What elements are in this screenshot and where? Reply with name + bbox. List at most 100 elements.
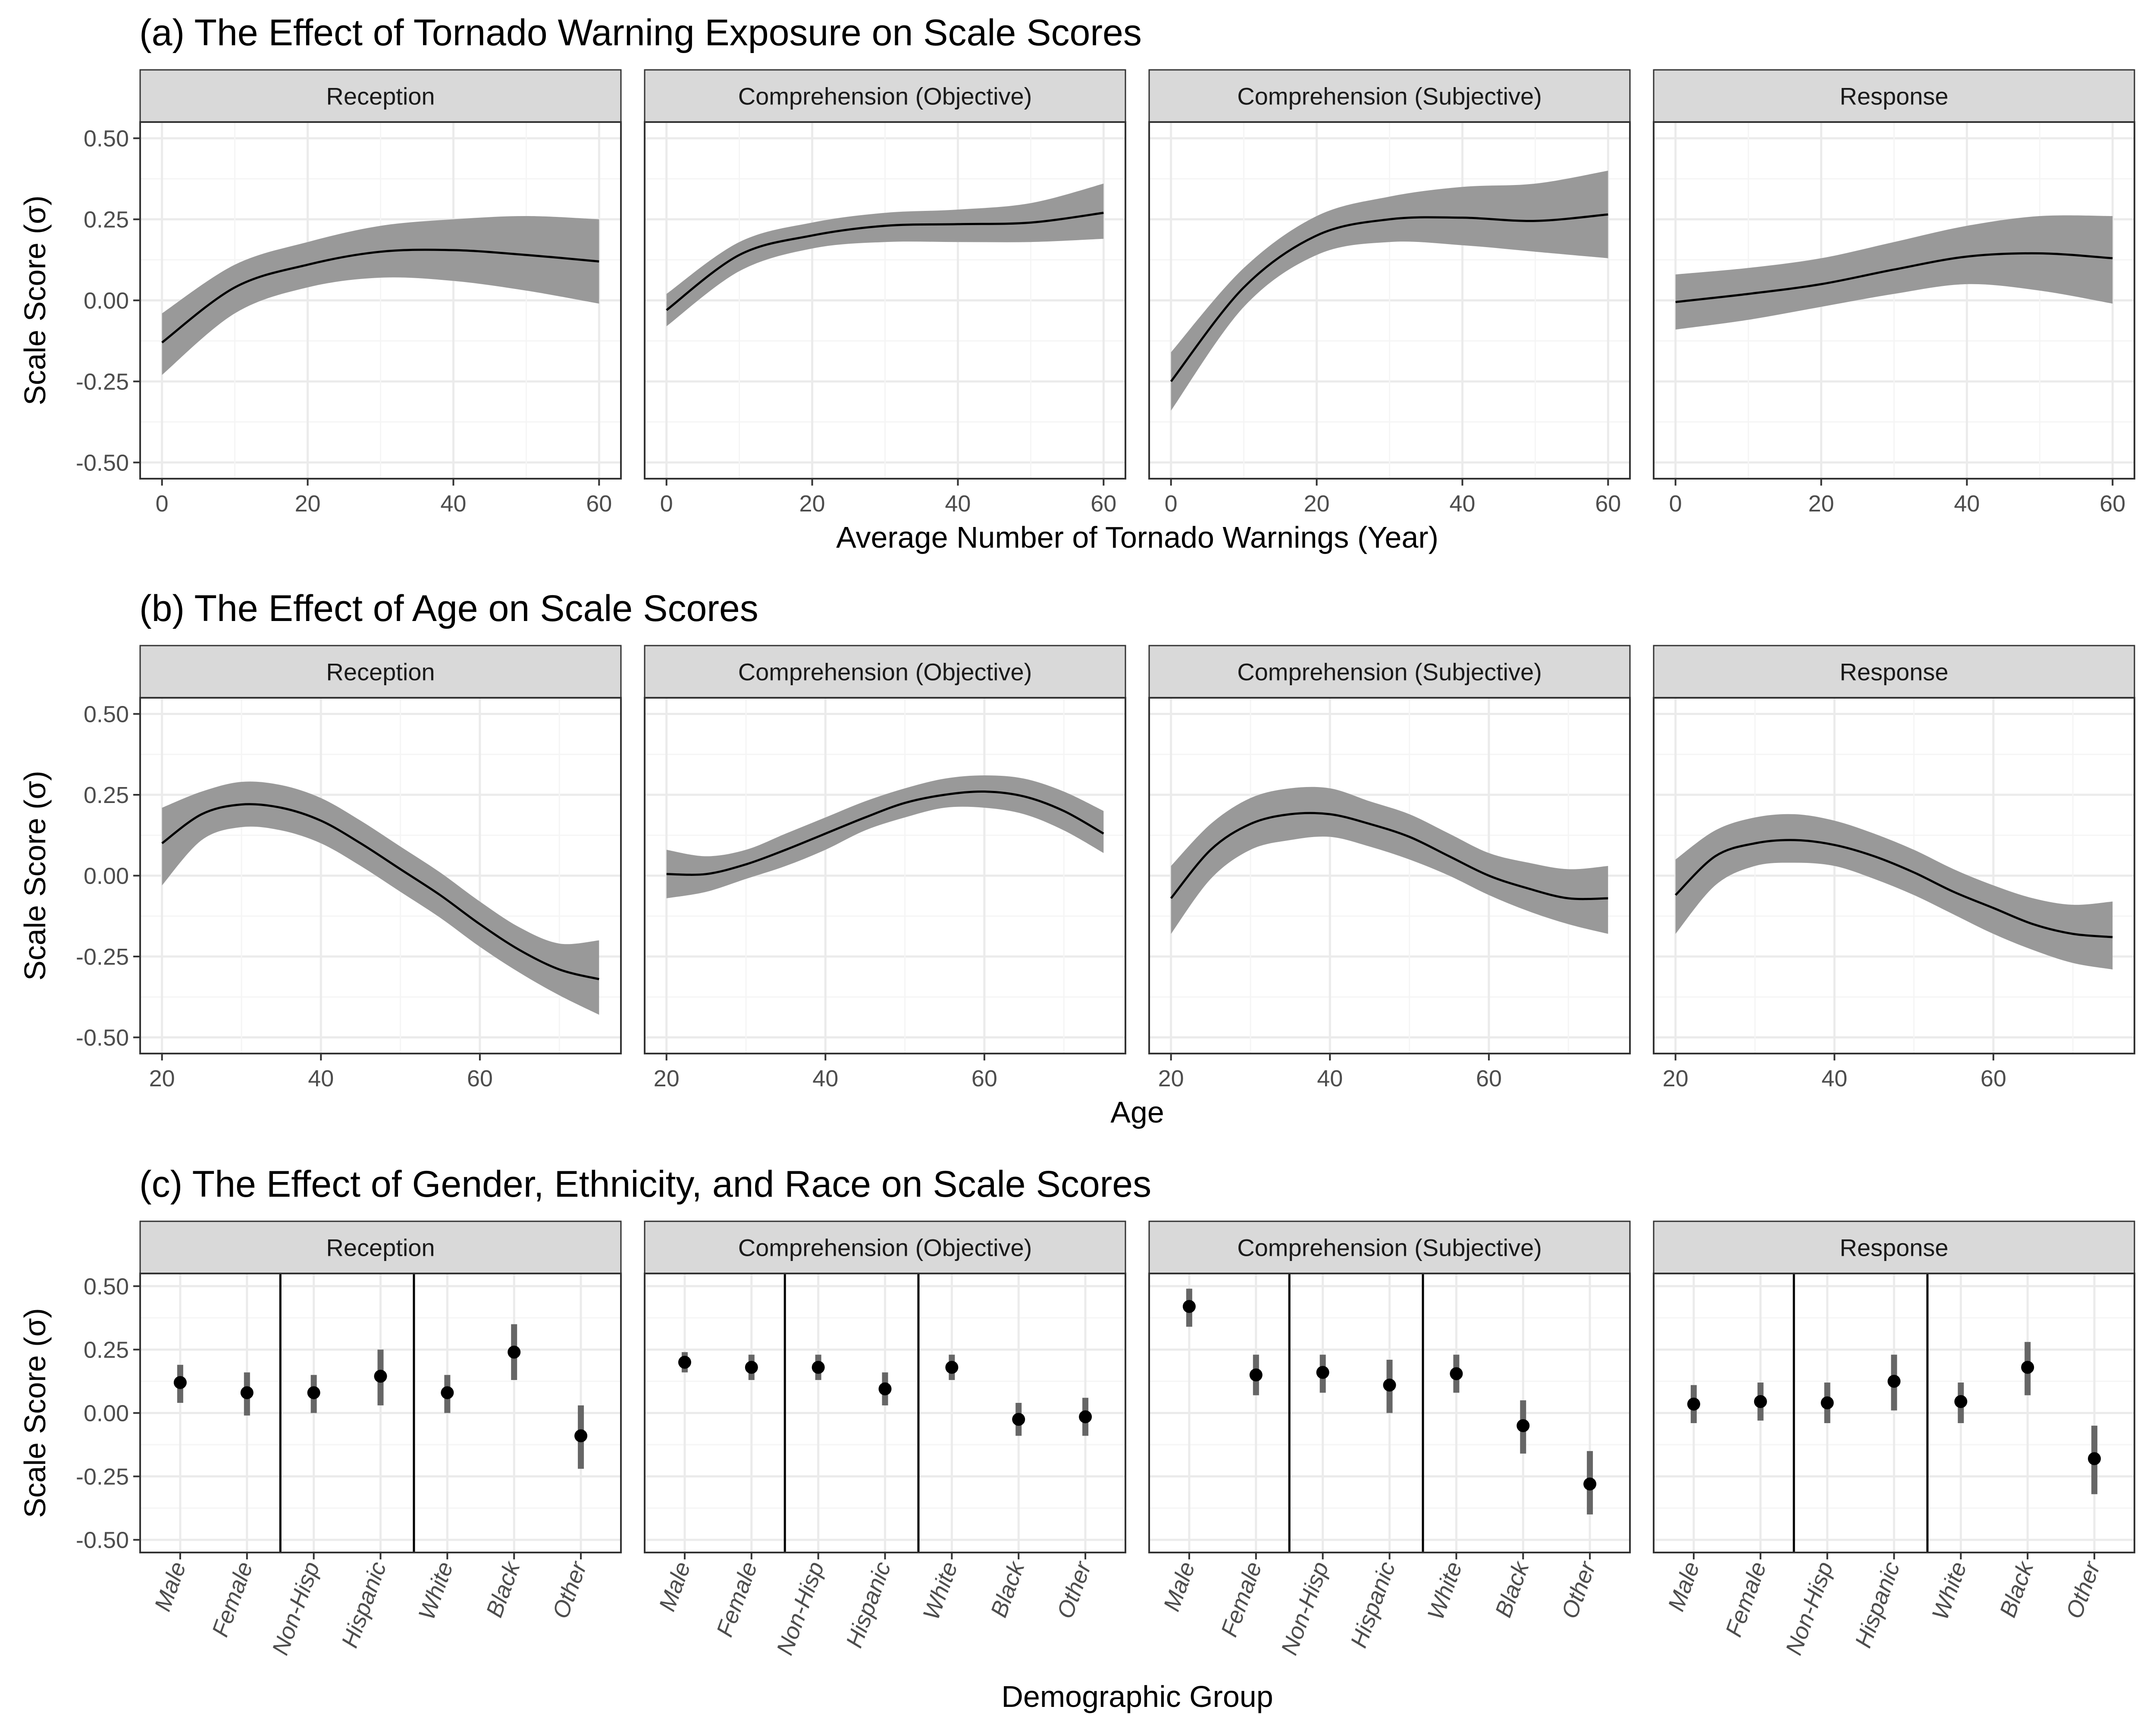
x-tick-label: Female [711, 1559, 762, 1640]
x-tick-label: Non-Hisp [1276, 1559, 1334, 1659]
x-tick-label: 60 [1091, 491, 1116, 517]
confidence-band [1171, 787, 1608, 934]
x-tick-label: 20 [295, 491, 321, 517]
x-tick-label: Non-Hisp [1781, 1559, 1838, 1659]
x-tick-label: Other [548, 1558, 592, 1622]
point-estimate [2021, 1361, 2034, 1374]
panel-1: Reception 20 40 60 [139, 645, 622, 1091]
x-tick-label: 0 [156, 491, 169, 517]
x-tick-label: Non-Hisp [772, 1559, 829, 1659]
strip-box [1148, 1220, 1631, 1274]
x-tick-label: 60 [586, 491, 612, 517]
grid [1149, 122, 1630, 479]
x-tick-label: 20 [1663, 1066, 1689, 1091]
point-estimate [1821, 1396, 1834, 1409]
x-axis-title: Age [1110, 1095, 1164, 1129]
panel-border [1653, 121, 2135, 480]
x-tick-label: 40 [945, 491, 971, 517]
confidence-band [162, 216, 599, 375]
confidence-band [162, 781, 599, 1015]
point-estimate [945, 1361, 959, 1374]
grid [1654, 698, 2134, 1054]
x-tick-label: 60 [467, 1066, 493, 1091]
chart-1: (a) The Effect of Tornado Warning Exposu… [18, 12, 2135, 554]
panel-border [1148, 697, 1631, 1054]
fit-line [1674, 839, 2113, 938]
point-estimate [1754, 1395, 1767, 1408]
x-tick-label: Male [150, 1559, 191, 1615]
strip-box [1148, 645, 1631, 699]
y-tick-label: -0.50 [76, 1025, 129, 1051]
fit-line [1675, 252, 2113, 303]
point-estimate [374, 1370, 387, 1383]
fit-line [161, 803, 599, 980]
y-tick-label: -0.25 [76, 1464, 129, 1490]
strip-box [644, 645, 1126, 699]
fit-line [1170, 812, 1608, 900]
confidence-band [666, 183, 1104, 326]
x-tick-label: 60 [971, 1066, 997, 1091]
strip-box [1148, 69, 1631, 123]
x-tick-label: 20 [149, 1066, 175, 1091]
x-tick-label: Female [1720, 1559, 1771, 1640]
x-tick-label: 60 [1981, 1066, 2006, 1091]
x-tick-label: White [414, 1559, 458, 1623]
point-estimate [1450, 1367, 1463, 1380]
y-tick-label: -0.25 [76, 944, 129, 970]
data-layer [1170, 170, 1608, 411]
chart-title: (c) The Effect of Gender, Ethnicity, and… [139, 1164, 1151, 1205]
strip-box [1653, 1220, 2135, 1274]
x-tick-label: 60 [1595, 491, 1621, 517]
panel-border [139, 697, 622, 1054]
x-tick-label: 40 [812, 1066, 838, 1091]
point-estimate [812, 1361, 825, 1374]
data-layer [1182, 1273, 1597, 1552]
x-tick-label: 0 [660, 491, 673, 517]
x-tick-label: Non-Hisp [267, 1559, 325, 1659]
point-estimate [508, 1346, 521, 1359]
fit-line [161, 248, 599, 344]
x-tick-label: 60 [1476, 1066, 1502, 1091]
x-tick-label: Other [1052, 1558, 1097, 1622]
y-axis-title: Scale Score (σ) [18, 195, 52, 405]
strip-label: Comprehension (Objective) [738, 659, 1032, 686]
y-tick-label: 0.00 [84, 863, 129, 889]
data-layer [666, 775, 1104, 898]
strip-label: Response [1839, 83, 1948, 110]
panel-4: Response 20 40 60 [1653, 645, 2135, 1091]
y-tick-label: -0.25 [76, 369, 129, 395]
chart-2: (b) The Effect of Age on Scale Scores -0.… [18, 588, 2135, 1129]
panel-3: Comprehension (Subjective) 20 40 60 [1148, 645, 1631, 1091]
panel-2: Comprehension (Objective) 20 40 60 [644, 645, 1126, 1091]
strip-label: Reception [326, 659, 435, 686]
confidence-band [666, 775, 1104, 898]
y-tick-label: 0.25 [84, 207, 129, 233]
point-estimate [1316, 1366, 1329, 1379]
strip-box [644, 1220, 1126, 1274]
point-estimate [1954, 1395, 1968, 1408]
strip-label: Response [1839, 659, 1948, 686]
y-tick-label: 0.00 [84, 1401, 129, 1427]
point-estimate [1249, 1368, 1263, 1382]
strip-box [1653, 645, 2135, 699]
panel-2: Comprehension (Objective) 0 20 40 60 [644, 69, 1126, 517]
point-estimate [307, 1386, 320, 1399]
fit-line [1170, 213, 1608, 383]
point-estimate [1583, 1477, 1597, 1491]
point-estimate [1687, 1397, 1700, 1411]
fit-line [666, 212, 1104, 311]
y-tick-label: 0.50 [84, 126, 129, 152]
x-tick-label: Hispanic [1850, 1559, 1905, 1651]
y-tick-label: -0.50 [76, 450, 129, 476]
point-estimate [745, 1361, 758, 1374]
chart-title: (b) The Effect of Age on Scale Scores [139, 588, 758, 629]
strip-label: Comprehension (Subjective) [1237, 83, 1542, 110]
point-estimate [1887, 1374, 1901, 1388]
point-estimate [878, 1382, 892, 1396]
confidence-band [1675, 215, 2113, 330]
data-layer [1687, 1273, 2101, 1552]
panel-4: Response 0 20 40 60 [1653, 69, 2135, 517]
y-tick-label: 0.50 [84, 1273, 129, 1299]
x-tick-label: 0 [1669, 491, 1682, 517]
